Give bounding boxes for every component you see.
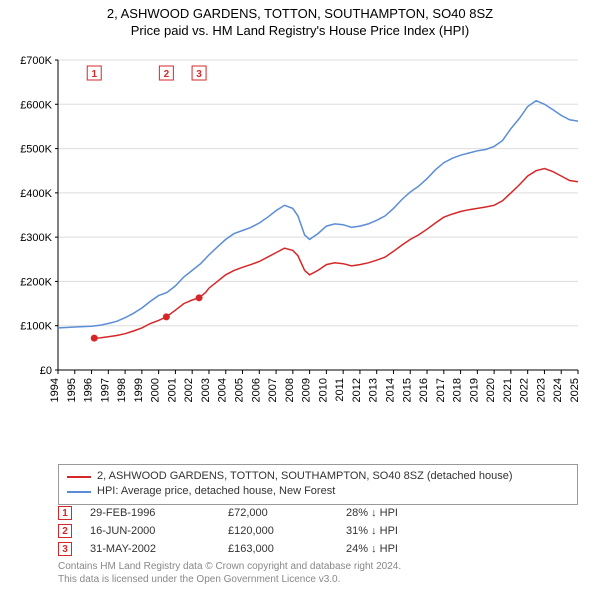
x-tick-label: 2015 (401, 378, 413, 402)
sale-marker-num-2: 2 (164, 69, 170, 80)
legend-swatch (67, 491, 91, 493)
sale-diff: 24% ↓ HPI (346, 543, 466, 555)
sale-price: £163,000 (228, 543, 328, 555)
x-tick-label: 2008 (284, 378, 296, 402)
x-tick-label: 1995 (66, 378, 78, 402)
attribution-line-1: Contains HM Land Registry data © Crown c… (58, 560, 401, 573)
attribution-line-2: This data is licensed under the Open Gov… (58, 573, 401, 586)
y-tick-label: £100K (20, 321, 52, 333)
x-tick-label: 2001 (166, 378, 178, 402)
x-tick-label: 2011 (334, 378, 346, 402)
sale-point-3 (196, 294, 203, 301)
sale-marker-1: 1 (58, 506, 72, 520)
x-tick-label: 2000 (150, 378, 162, 402)
title-block: 2, ASHWOOD GARDENS, TOTTON, SOUTHAMPTON,… (0, 0, 600, 40)
legend-box: 2, ASHWOOD GARDENS, TOTTON, SOUTHAMPTON,… (58, 464, 578, 505)
x-tick-label: 1994 (49, 378, 61, 402)
sale-point-2 (163, 313, 170, 320)
x-tick-label: 2009 (301, 378, 313, 402)
chart-container: 2, ASHWOOD GARDENS, TOTTON, SOUTHAMPTON,… (0, 0, 600, 590)
x-tick-label: 2003 (200, 378, 212, 402)
y-tick-label: £300K (20, 232, 52, 244)
x-tick-label: 1996 (83, 378, 95, 402)
x-tick-label: 2014 (384, 378, 396, 402)
sales-row: 2 16-JUN-2000 £120,000 31% ↓ HPI (58, 524, 578, 538)
sale-marker-num-1: 1 (91, 69, 97, 80)
sale-point-1 (91, 335, 98, 342)
sale-diff: 31% ↓ HPI (346, 525, 466, 537)
y-tick-label: £700K (20, 55, 52, 67)
x-tick-label: 2023 (535, 378, 547, 402)
x-tick-label: 1999 (133, 378, 145, 402)
x-tick-label: 2018 (452, 378, 464, 402)
sales-table: 1 29-FEB-1996 £72,000 28% ↓ HPI 2 16-JUN-2000… (58, 506, 578, 560)
y-tick-label: £200K (20, 276, 52, 288)
sale-marker-2: 2 (58, 524, 72, 538)
x-tick-label: 2017 (435, 378, 447, 402)
x-tick-label: 2012 (351, 378, 363, 402)
x-tick-label: 2002 (183, 378, 195, 402)
x-tick-label: 2020 (485, 378, 497, 402)
sale-date: 31-MAY-2002 (90, 543, 210, 555)
x-tick-label: 2013 (368, 378, 380, 402)
series-hpi (58, 101, 578, 328)
x-tick-label: 2016 (418, 378, 430, 402)
legend-label: 2, ASHWOOD GARDENS, TOTTON, SOUTHAMPTON,… (97, 469, 512, 484)
legend-row: HPI: Average price, detached house, New … (67, 484, 569, 499)
x-tick-label: 2025 (569, 378, 581, 402)
sale-price: £72,000 (228, 507, 328, 519)
legend-row: 2, ASHWOOD GARDENS, TOTTON, SOUTHAMPTON,… (67, 469, 569, 484)
x-tick-label: 1998 (116, 378, 128, 402)
chart-svg: £0£100K£200K£300K£400K£500K£600K£700K199… (58, 56, 578, 416)
x-tick-label: 2021 (502, 378, 514, 402)
series-price_paid (94, 169, 578, 339)
chart-area: £0£100K£200K£300K£400K£500K£600K£700K199… (58, 56, 578, 416)
x-tick-label: 2019 (468, 378, 480, 402)
x-tick-label: 2005 (234, 378, 246, 402)
y-tick-label: £0 (40, 365, 52, 377)
title-line-1: 2, ASHWOOD GARDENS, TOTTON, SOUTHAMPTON,… (0, 6, 600, 23)
sales-row: 3 31-MAY-2002 £163,000 24% ↓ HPI (58, 542, 578, 556)
y-tick-label: £500K (20, 144, 52, 156)
x-tick-label: 2022 (519, 378, 531, 402)
sale-date: 29-FEB-1996 (90, 507, 210, 519)
legend-swatch (67, 476, 91, 478)
legend-label: HPI: Average price, detached house, New … (97, 484, 335, 499)
sale-diff: 28% ↓ HPI (346, 507, 466, 519)
title-line-2: Price paid vs. HM Land Registry's House … (0, 23, 600, 40)
y-tick-label: £600K (20, 99, 52, 111)
sale-price: £120,000 (228, 525, 328, 537)
sale-marker-3: 3 (58, 542, 72, 556)
x-tick-label: 2006 (250, 378, 262, 402)
sale-marker-num-3: 3 (196, 69, 202, 80)
sales-row: 1 29-FEB-1996 £72,000 28% ↓ HPI (58, 506, 578, 520)
x-tick-label: 2010 (317, 378, 329, 402)
x-tick-label: 1997 (99, 378, 111, 402)
x-tick-label: 2004 (217, 378, 229, 402)
y-tick-label: £400K (20, 188, 52, 200)
x-tick-label: 2007 (267, 378, 279, 402)
attribution-block: Contains HM Land Registry data © Crown c… (58, 560, 401, 586)
x-tick-label: 2024 (552, 378, 564, 402)
sale-date: 16-JUN-2000 (90, 525, 210, 537)
